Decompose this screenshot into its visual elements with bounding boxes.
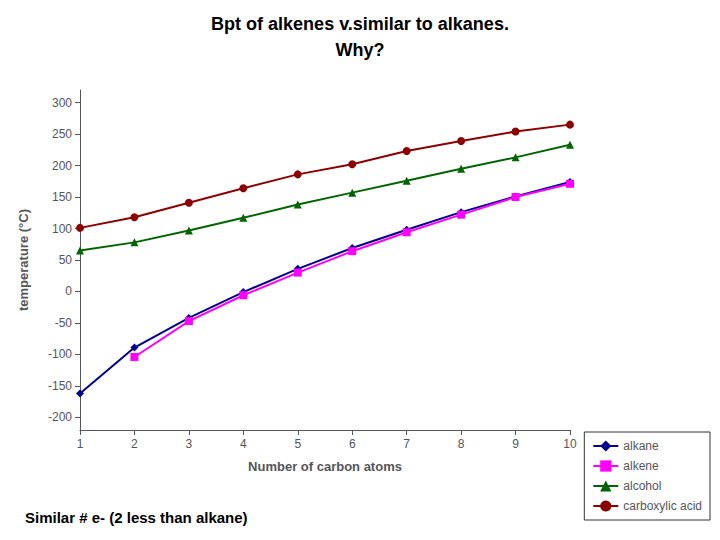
svg-text:-150: -150: [48, 379, 72, 393]
svg-text:2: 2: [131, 437, 138, 451]
svg-text:-100: -100: [48, 347, 72, 361]
svg-text:200: 200: [52, 159, 72, 173]
svg-text:Bpt of alkenes v.similar to al: Bpt of alkenes v.similar to alkanes.: [211, 14, 509, 34]
svg-text:8: 8: [458, 437, 465, 451]
svg-text:0: 0: [65, 284, 72, 298]
svg-text:250: 250: [52, 127, 72, 141]
svg-text:150: 150: [52, 190, 72, 204]
svg-text:-200: -200: [48, 410, 72, 424]
svg-text:alkane: alkane: [623, 439, 659, 453]
svg-text:4: 4: [240, 437, 247, 451]
svg-text:1: 1: [77, 437, 84, 451]
svg-text:-50: -50: [55, 316, 73, 330]
svg-text:carboxylic acid: carboxylic acid: [623, 499, 702, 513]
svg-text:alkene: alkene: [623, 459, 659, 473]
svg-text:50: 50: [59, 253, 73, 267]
svg-text:9: 9: [512, 437, 519, 451]
svg-text:temperature (°C): temperature (°C): [16, 209, 31, 311]
svg-text:alcohol: alcohol: [623, 479, 661, 493]
svg-text:Why?: Why?: [336, 40, 385, 60]
svg-text:5: 5: [294, 437, 301, 451]
svg-text:Number of carbon atoms: Number of carbon atoms: [248, 459, 402, 474]
svg-text:3: 3: [186, 437, 193, 451]
svg-text:100: 100: [52, 222, 72, 236]
svg-text:Similar # e- (2 less than alka: Similar # e- (2 less than alkane): [25, 509, 248, 526]
svg-text:6: 6: [349, 437, 356, 451]
svg-text:7: 7: [403, 437, 410, 451]
svg-text:300: 300: [52, 96, 72, 110]
svg-text:10: 10: [563, 437, 577, 451]
